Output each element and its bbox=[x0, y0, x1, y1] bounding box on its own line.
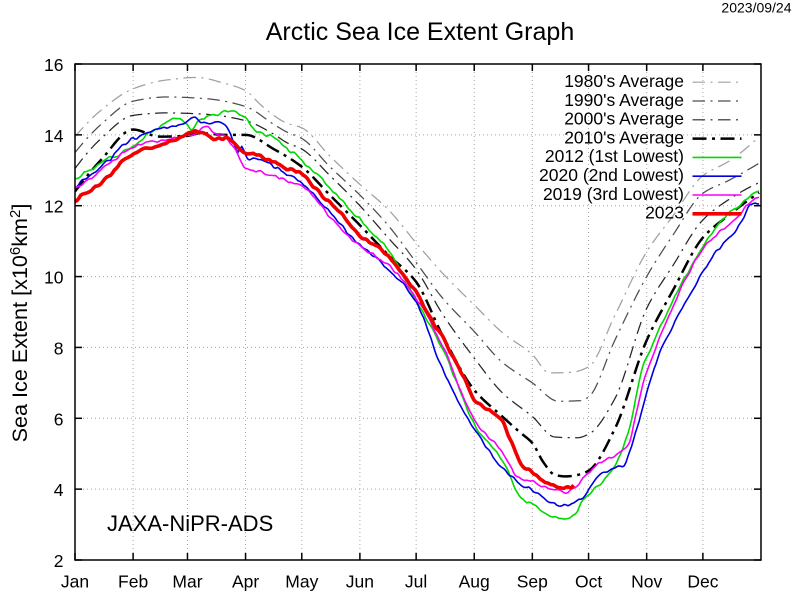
svg-text:16: 16 bbox=[44, 55, 63, 75]
svg-text:Jun: Jun bbox=[346, 572, 374, 592]
svg-text:14: 14 bbox=[44, 126, 64, 146]
svg-text:Aug: Aug bbox=[459, 572, 490, 592]
svg-text:Sep: Sep bbox=[517, 572, 548, 592]
svg-text:Dec: Dec bbox=[687, 572, 718, 592]
svg-text:2012 (1st Lowest): 2012 (1st Lowest) bbox=[545, 146, 684, 166]
svg-text:10: 10 bbox=[44, 268, 64, 288]
svg-text:2: 2 bbox=[54, 551, 64, 571]
svg-text:2019 (3rd Lowest): 2019 (3rd Lowest) bbox=[543, 184, 684, 204]
svg-text:4: 4 bbox=[54, 480, 64, 500]
svg-text:2020 (2nd Lowest): 2020 (2nd Lowest) bbox=[539, 165, 684, 185]
svg-text:1980's Average: 1980's Average bbox=[564, 71, 684, 91]
svg-text:2010's Average: 2010's Average bbox=[564, 127, 684, 147]
svg-text:Jul: Jul bbox=[405, 572, 427, 592]
svg-text:JAXA-NiPR-ADS: JAXA-NiPR-ADS bbox=[107, 511, 273, 536]
svg-text:Oct: Oct bbox=[575, 572, 602, 592]
svg-text:Mar: Mar bbox=[172, 572, 202, 592]
svg-text:Jan: Jan bbox=[61, 572, 89, 592]
svg-text:2023/09/24: 2023/09/24 bbox=[721, 0, 791, 16]
svg-text:6: 6 bbox=[54, 409, 64, 429]
svg-text:Apr: Apr bbox=[232, 572, 259, 592]
svg-text:1990's Average: 1990's Average bbox=[564, 90, 684, 110]
svg-text:12: 12 bbox=[44, 197, 63, 217]
svg-text:8: 8 bbox=[54, 338, 64, 358]
svg-text:Nov: Nov bbox=[631, 572, 662, 592]
svg-text:Arctic Sea Ice Extent Graph: Arctic Sea Ice Extent Graph bbox=[266, 18, 574, 46]
svg-text:2023: 2023 bbox=[645, 203, 684, 223]
svg-text:Sea Ice Extent [x106km2]: Sea Ice Extent [x106km2] bbox=[7, 204, 32, 443]
svg-text:Feb: Feb bbox=[118, 572, 148, 592]
svg-text:2000's Average: 2000's Average bbox=[564, 109, 684, 129]
svg-text:May: May bbox=[285, 572, 318, 592]
